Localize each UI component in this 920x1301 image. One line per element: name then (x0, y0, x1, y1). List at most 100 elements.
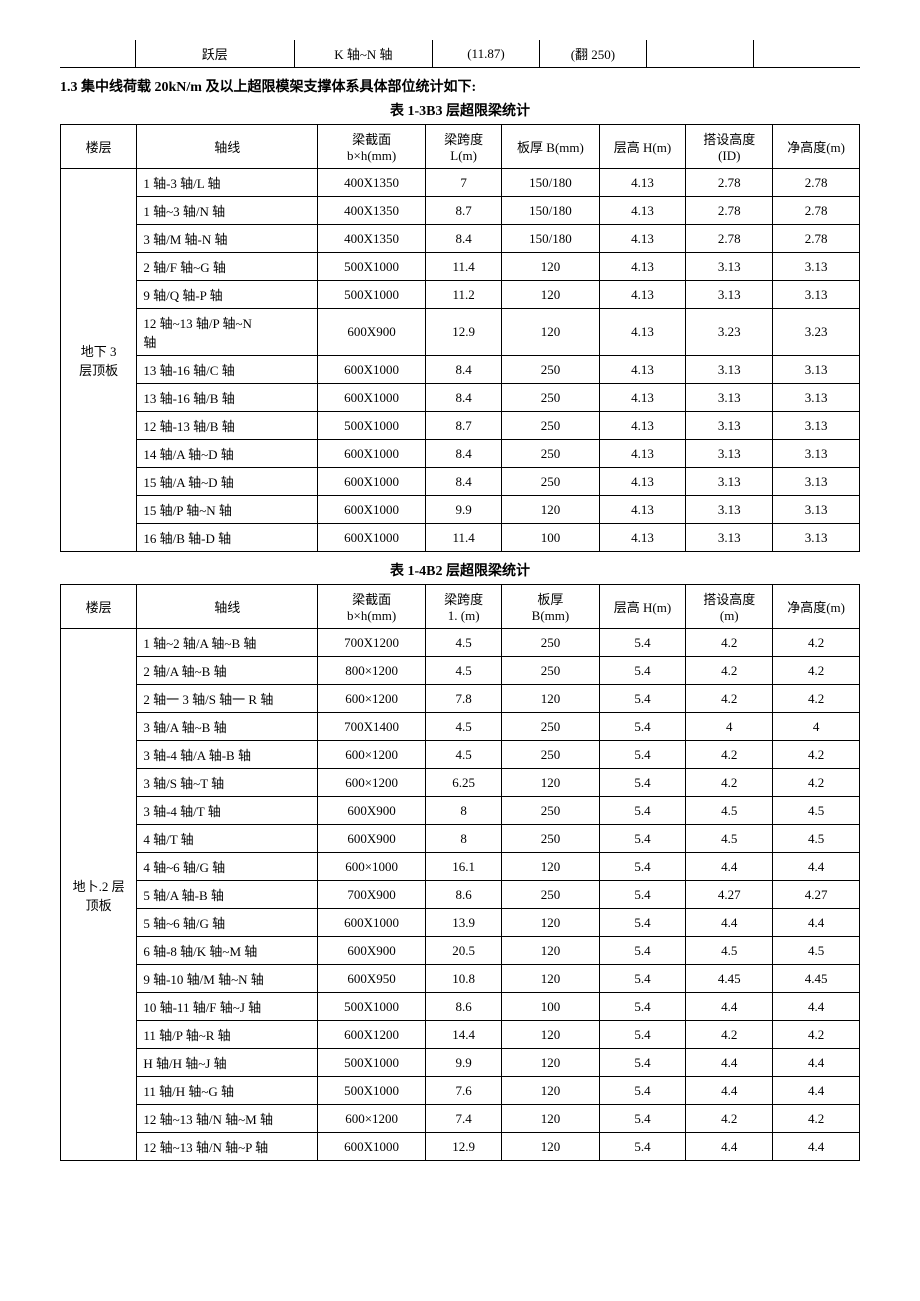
cell-height: 4.13 (599, 524, 686, 552)
table-row: 5 轴/A 轴-B 轴700X9008.62505.44.274.27 (61, 881, 860, 909)
cell-height: 5.4 (599, 993, 686, 1021)
col-setup: 搭设高度(m) (686, 585, 773, 629)
cell-net: 4.5 (773, 937, 860, 965)
cell-setup: 3.13 (686, 440, 773, 468)
cell-net: 4.4 (773, 1133, 860, 1161)
cell-slab: 250 (502, 797, 599, 825)
cell-section: 600X1200 (318, 1021, 426, 1049)
cell-section: 600X900 (318, 937, 426, 965)
cell-net: 4.45 (773, 965, 860, 993)
cell-span: 13.9 (425, 909, 501, 937)
cell-setup: 2.78 (686, 197, 773, 225)
cell-span: 8.6 (425, 993, 501, 1021)
cell-setup: 3.23 (686, 309, 773, 356)
cell-slab: 250 (502, 657, 599, 685)
table-row: 15 轴/P 轴~N 轴600X10009.91204.133.133.13 (61, 496, 860, 524)
cell-net: 4.4 (773, 853, 860, 881)
cell-axis: 6 轴-8 轴/K 轴~M 轴 (137, 937, 318, 965)
cell-height: 5.4 (599, 713, 686, 741)
cell-section: 700X1400 (318, 713, 426, 741)
top-fragment-table: 跃层 K 轴~N 轴 (11.87) (翻 250) (60, 40, 860, 68)
cell-slab: 100 (502, 524, 599, 552)
cell-section: 600X900 (318, 309, 426, 356)
cell-section: 600×1200 (318, 769, 426, 797)
cell-empty (60, 40, 135, 68)
cell-setup: 4.5 (686, 797, 773, 825)
cell-height: 4.13 (599, 412, 686, 440)
cell-section: 600X950 (318, 965, 426, 993)
cell-slab: 120 (502, 965, 599, 993)
col-axis: 轴线 (137, 125, 318, 169)
cell-axis: 12 轴~13 轴/N 轴~P 轴 (137, 1133, 318, 1161)
cell-net: 4.27 (773, 881, 860, 909)
table-row: 5 轴~6 轴/G 轴600X100013.91205.44.44.4 (61, 909, 860, 937)
cell-span: 8.6 (425, 881, 501, 909)
cell-slab: 250 (502, 468, 599, 496)
table-row: H 轴/H 轴~J 轴500X10009.91205.44.44.4 (61, 1049, 860, 1077)
cell-net: 4.2 (773, 629, 860, 657)
cell-setup: 4.5 (686, 937, 773, 965)
table-row: 12 轴-13 轴/B 轴500X10008.72504.133.133.13 (61, 412, 860, 440)
cell-net: 3.13 (773, 356, 860, 384)
cell-section: 800×1200 (318, 657, 426, 685)
cell-section: 500X1000 (318, 1077, 426, 1105)
cell-net: 4.2 (773, 685, 860, 713)
cell-span: 8 (425, 797, 501, 825)
cell-axis: 11 轴/P 轴~R 轴 (137, 1021, 318, 1049)
cell-setup: 4.45 (686, 965, 773, 993)
cell-net: 3.13 (773, 384, 860, 412)
cell-section: 600X1000 (318, 468, 426, 496)
cell-floor-label: 地卜.2 层顶板 (61, 629, 137, 1161)
table-row: 10 轴-11 轴/F 轴~J 轴500X10008.61005.44.44.4 (61, 993, 860, 1021)
cell-axis: 3 轴/S 轴~T 轴 (137, 769, 318, 797)
table-row: 15 轴/A 轴~D 轴600X10008.42504.133.133.13 (61, 468, 860, 496)
cell-axis: 5 轴/A 轴-B 轴 (137, 881, 318, 909)
cell-span: 8.4 (425, 356, 501, 384)
cell-span: 8 (425, 825, 501, 853)
cell-net: 2.78 (773, 197, 860, 225)
cell-setup: 4.2 (686, 741, 773, 769)
col-axis: 轴线 (137, 585, 318, 629)
cell-span: 6.25 (425, 769, 501, 797)
cell-span: 7.4 (425, 1105, 501, 1133)
cell-net: 4.4 (773, 1049, 860, 1077)
cell-setup: 3.13 (686, 524, 773, 552)
cell-section: 600×1200 (318, 1105, 426, 1133)
col-span: 梁跨度L(m) (425, 125, 501, 169)
cell-axis: H 轴/H 轴~J 轴 (137, 1049, 318, 1077)
col-net: 净高度(m) (773, 125, 860, 169)
cell-slab: 120 (502, 937, 599, 965)
cell-setup: 2.78 (686, 169, 773, 197)
cell-section: 600X1000 (318, 1133, 426, 1161)
cell-section: 500X1000 (318, 412, 426, 440)
cell-setup: 4.2 (686, 1021, 773, 1049)
cell-height: 5.4 (599, 825, 686, 853)
cell-slab: 250 (502, 412, 599, 440)
cell-slab: 250 (502, 356, 599, 384)
cell-span: 14.4 (425, 1021, 501, 1049)
cell-axis: K 轴~N 轴 (294, 40, 432, 68)
cell-slab: 250 (502, 825, 599, 853)
cell-span: 9.9 (425, 496, 501, 524)
cell-slab: 120 (502, 281, 599, 309)
table-row: 4 轴~6 轴/G 轴600×100016.11205.44.44.4 (61, 853, 860, 881)
cell-axis: 4 轴~6 轴/G 轴 (137, 853, 318, 881)
cell-axis: 2 轴/F 轴~G 轴 (137, 253, 318, 281)
cell-slab: 120 (502, 1049, 599, 1077)
table-row: 2 轴/A 轴~B 轴800×12004.52505.44.24.2 (61, 657, 860, 685)
cell-axis: 2 轴一 3 轴/S 轴一 R 轴 (137, 685, 318, 713)
cell-span: 16.1 (425, 853, 501, 881)
table-row: 2 轴/F 轴~G 轴500X100011.41204.133.133.13 (61, 253, 860, 281)
cell-height: 5.4 (599, 937, 686, 965)
cell-empty (753, 40, 860, 68)
table-row: 12 轴~13 轴/N 轴~P 轴600X100012.91205.44.44.… (61, 1133, 860, 1161)
cell-span: 10.8 (425, 965, 501, 993)
cell-slab: 150/180 (502, 197, 599, 225)
cell-note: (翻 250) (539, 40, 646, 68)
cell-section: 600X1000 (318, 384, 426, 412)
cell-span: 8.7 (425, 197, 501, 225)
cell-axis: 5 轴~6 轴/G 轴 (137, 909, 318, 937)
cell-net: 4.4 (773, 1077, 860, 1105)
cell-axis: 16 轴/B 轴-D 轴 (137, 524, 318, 552)
cell-height: 4.13 (599, 169, 686, 197)
